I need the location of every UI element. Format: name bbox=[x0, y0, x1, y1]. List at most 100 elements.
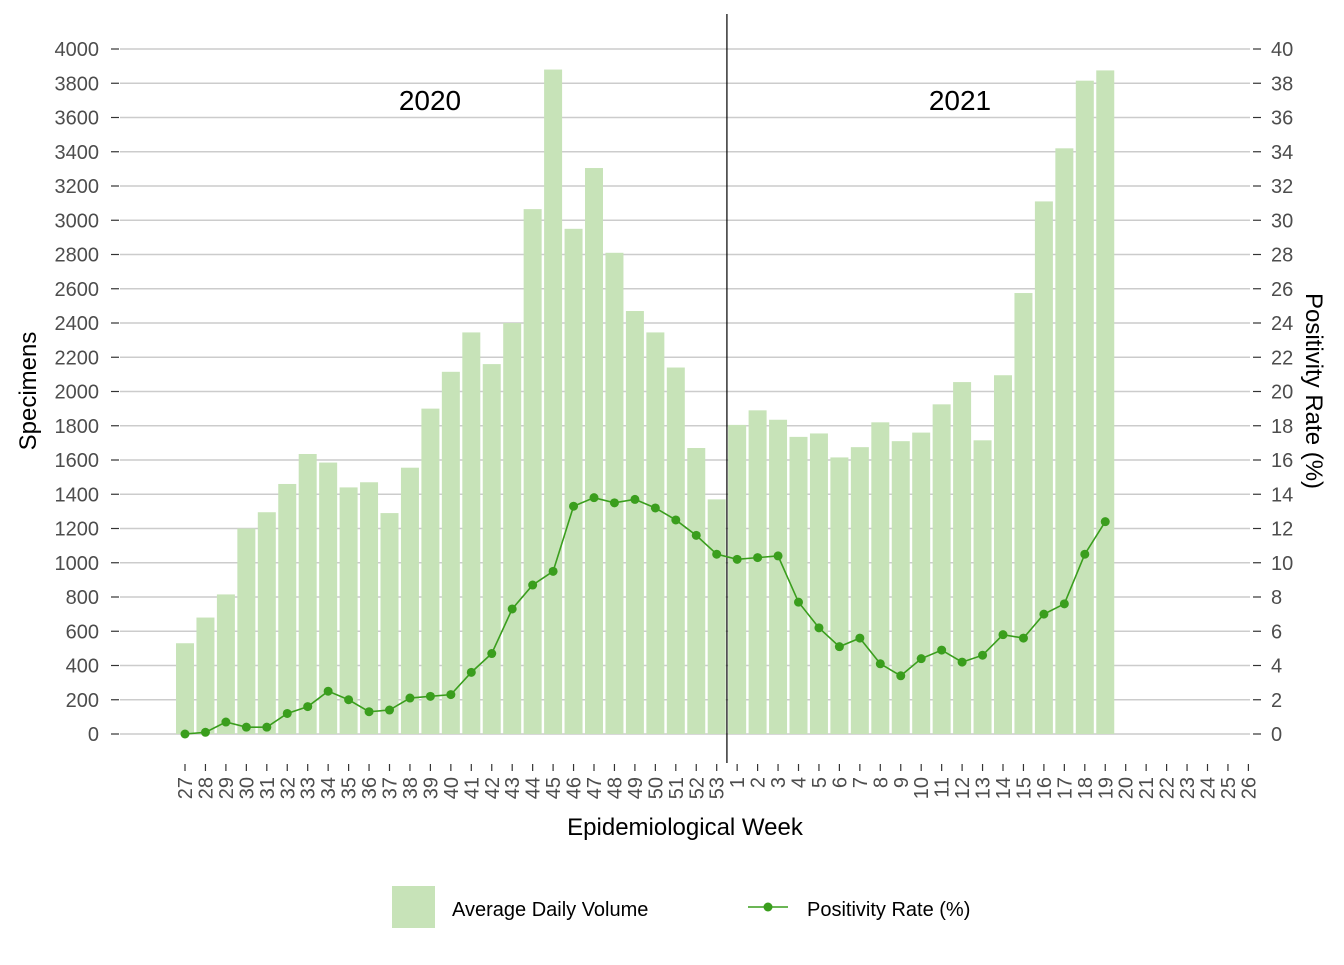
x-tick-label-48: 48 bbox=[604, 777, 626, 799]
positivity-point-week-28 bbox=[200, 727, 210, 737]
bar-week-33 bbox=[298, 454, 317, 734]
x-tick-label-30: 30 bbox=[236, 777, 258, 799]
positivity-point-week-19 bbox=[1100, 517, 1110, 527]
left-tick-label-400: 400 bbox=[66, 656, 99, 678]
positivity-point-week-48 bbox=[609, 498, 619, 508]
x-tick-label-35: 35 bbox=[339, 777, 361, 799]
x-tick-label-51: 51 bbox=[666, 777, 688, 799]
right-tick-label-16: 16 bbox=[1271, 450, 1293, 472]
bar-week-36 bbox=[360, 482, 379, 734]
right-tick-label-14: 14 bbox=[1271, 484, 1293, 506]
year-label-2021: 2021 bbox=[929, 85, 991, 116]
bar-week-16 bbox=[1034, 201, 1053, 735]
positivity-point-week-39 bbox=[425, 691, 435, 701]
bar-week-34 bbox=[319, 462, 338, 734]
left-tick-label-3400: 3400 bbox=[55, 142, 100, 164]
bar-week-1 bbox=[728, 424, 747, 734]
positivity-point-week-53 bbox=[712, 549, 722, 559]
x-tick-label-18: 18 bbox=[1075, 777, 1097, 799]
right-tick-label-0: 0 bbox=[1271, 724, 1282, 746]
left-y-axis: 0 200 400 600 800 1000 1200 1400 1600 1800 2000 220… bbox=[55, 39, 119, 746]
right-tick-label-18: 18 bbox=[1271, 416, 1293, 438]
x-tick-label-33: 33 bbox=[298, 777, 320, 799]
positivity-point-week-10 bbox=[916, 654, 926, 664]
bar-week-12 bbox=[953, 382, 972, 734]
bar-week-7 bbox=[850, 447, 869, 734]
positivity-point-week-45 bbox=[548, 566, 558, 576]
left-tick-label-1800: 1800 bbox=[55, 416, 100, 438]
bar-week-35 bbox=[339, 487, 358, 734]
bar-week-10 bbox=[912, 432, 931, 734]
x-tick-label-2: 2 bbox=[748, 777, 770, 788]
x-tick-label-10: 10 bbox=[911, 777, 933, 799]
bar-week-29 bbox=[216, 594, 235, 734]
bar-week-5 bbox=[809, 433, 828, 734]
left-tick-label-1200: 1200 bbox=[55, 519, 100, 541]
legend-label-average-daily-volume: Average Daily Volume bbox=[452, 899, 648, 921]
x-tick-label-43: 43 bbox=[502, 777, 524, 799]
x-tick-label-6: 6 bbox=[829, 777, 851, 788]
right-tick-label-12: 12 bbox=[1271, 519, 1293, 541]
x-tick-label-32: 32 bbox=[277, 777, 299, 799]
positivity-point-week-5 bbox=[814, 623, 824, 633]
x-tick-label-49: 49 bbox=[625, 777, 647, 799]
positivity-point-week-18 bbox=[1080, 549, 1090, 559]
y-axis-title-left: Specimens bbox=[15, 332, 42, 451]
positivity-point-week-34 bbox=[323, 686, 333, 696]
x-tick-label-19: 19 bbox=[1095, 777, 1117, 799]
right-tick-label-22: 22 bbox=[1271, 347, 1293, 369]
right-tick-label-26: 26 bbox=[1271, 279, 1293, 301]
x-tick-label-3: 3 bbox=[768, 777, 790, 788]
left-tick-label-2000: 2000 bbox=[55, 382, 100, 404]
positivity-point-week-9 bbox=[896, 671, 906, 681]
left-tick-label-3600: 3600 bbox=[55, 108, 100, 130]
x-tick-label-9: 9 bbox=[891, 777, 913, 788]
left-tick-label-2400: 2400 bbox=[55, 313, 100, 335]
bar-week-32 bbox=[278, 483, 297, 734]
right-tick-label-20: 20 bbox=[1271, 382, 1293, 404]
positivity-point-week-52 bbox=[691, 530, 701, 540]
left-tick-label-1000: 1000 bbox=[55, 553, 100, 575]
x-tick-label-50: 50 bbox=[645, 777, 667, 799]
positivity-line-path bbox=[184, 496, 1106, 735]
bar-week-50 bbox=[646, 332, 665, 734]
bar-week-15 bbox=[1014, 293, 1033, 734]
x-axis-title: Epidemiological Week bbox=[567, 814, 804, 841]
positivity-point-week-13 bbox=[978, 650, 988, 660]
x-tick-label-27: 27 bbox=[175, 777, 197, 799]
right-tick-label-24: 24 bbox=[1271, 313, 1293, 335]
positivity-point-week-29 bbox=[221, 717, 231, 727]
year-label-2020: 2020 bbox=[399, 85, 461, 116]
positivity-point-week-40 bbox=[446, 690, 456, 700]
positivity-point-week-47 bbox=[589, 493, 599, 503]
bar-week-45 bbox=[544, 69, 563, 735]
left-tick-label-1600: 1600 bbox=[55, 450, 100, 472]
x-tick-label-24: 24 bbox=[1198, 777, 1220, 799]
positivity-point-week-17 bbox=[1059, 599, 1069, 609]
left-tick-label-2200: 2200 bbox=[55, 347, 100, 369]
right-tick-label-8: 8 bbox=[1271, 587, 1282, 609]
positivity-point-week-15 bbox=[1018, 633, 1028, 643]
x-tick-label-29: 29 bbox=[216, 777, 238, 799]
positivity-point-week-14 bbox=[998, 630, 1008, 640]
x-tick-label-1: 1 bbox=[727, 777, 749, 788]
bar-week-9 bbox=[891, 441, 910, 734]
bar-week-28 bbox=[196, 617, 215, 734]
bar-week-51 bbox=[666, 367, 685, 734]
positivity-point-week-43 bbox=[507, 604, 517, 614]
right-tick-label-28: 28 bbox=[1271, 245, 1293, 267]
bars-average-daily-volume bbox=[176, 69, 1115, 735]
positivity-point-week-36 bbox=[364, 707, 374, 717]
x-tick-label-47: 47 bbox=[584, 777, 606, 799]
bar-week-2 bbox=[748, 410, 767, 734]
bar-week-4 bbox=[789, 436, 808, 734]
positivity-point-week-11 bbox=[937, 645, 947, 655]
x-tick-label-22: 22 bbox=[1157, 777, 1179, 799]
x-tick-label-4: 4 bbox=[789, 777, 811, 788]
bar-week-13 bbox=[973, 440, 992, 734]
positivity-point-week-42 bbox=[487, 649, 497, 659]
x-tick-label-25: 25 bbox=[1218, 777, 1240, 799]
legend: Average Daily Volume Positivity Rate (%) bbox=[392, 886, 970, 928]
positivity-point-week-35 bbox=[344, 695, 354, 705]
x-tick-label-20: 20 bbox=[1116, 777, 1138, 799]
